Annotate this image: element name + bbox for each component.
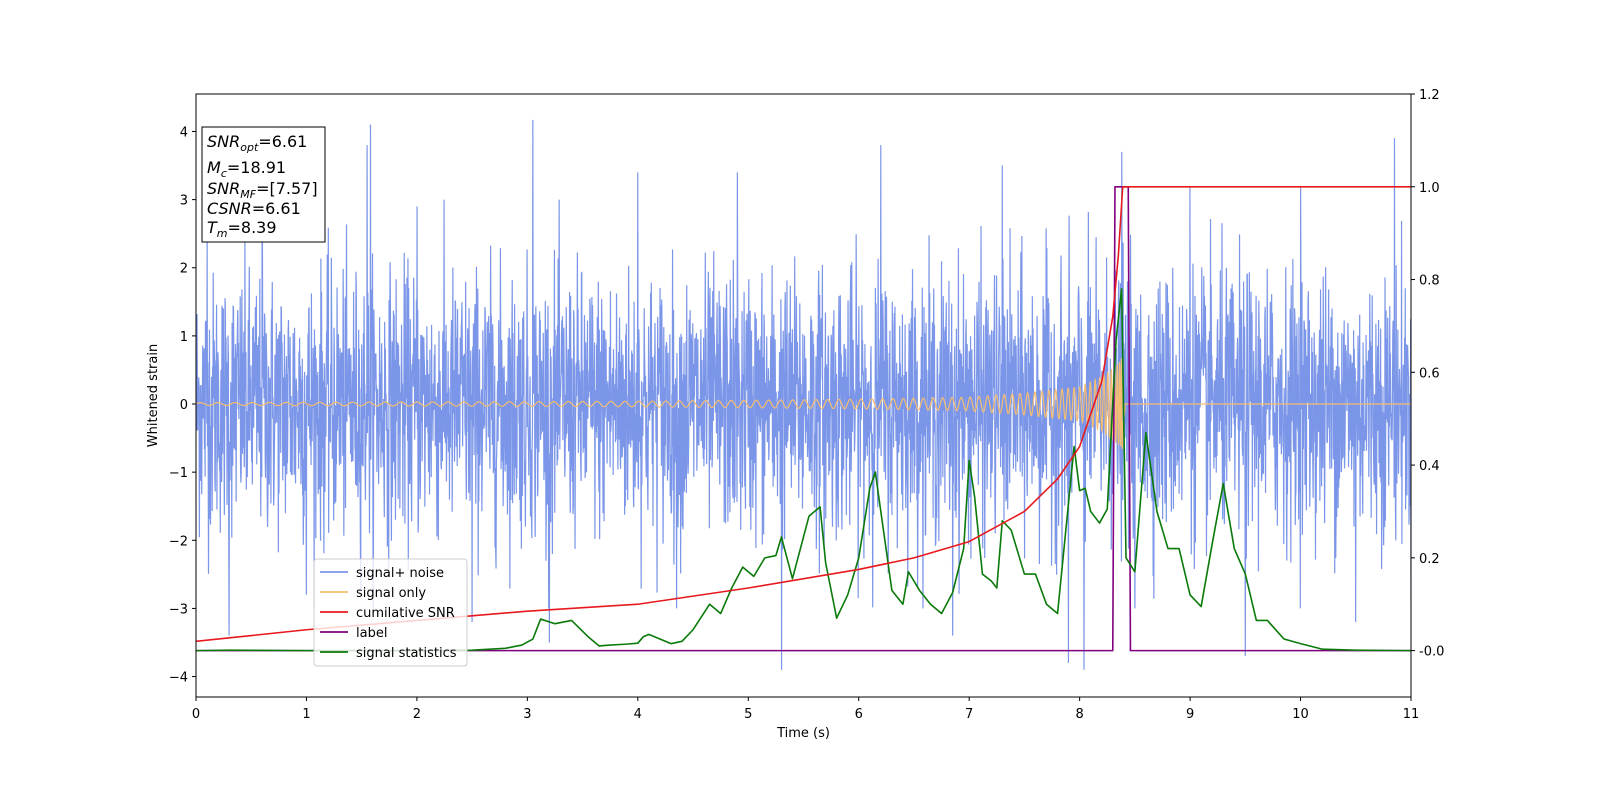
x-tick-label: 2 [413, 707, 421, 722]
y2-tick-label: 0.6 [1419, 366, 1440, 381]
info-line: SNRopt=6.61 [207, 132, 307, 154]
x-tick-label: 9 [1186, 707, 1194, 722]
y-tick-label: −4 [169, 671, 188, 686]
series-label [196, 185, 1411, 652]
info-box: SNRopt=6.61 Mc=18.91SNRMF=[7.57]CSNR=6.61… [201, 126, 326, 243]
x-tick-label: 8 [1075, 707, 1083, 722]
y-axis-label: Whitened strain [146, 344, 161, 447]
y-tick-label: 1 [180, 330, 188, 345]
x-tick-label: 5 [744, 707, 752, 722]
y-tick-label: 3 [180, 194, 188, 209]
info-box-frame [201, 126, 326, 243]
x-tick-label: 10 [1292, 707, 1309, 722]
legend-box [313, 558, 468, 667]
y-tick-label: −2 [169, 534, 188, 549]
series-signal-only [196, 358, 1411, 450]
plot-frame [195, 93, 1412, 698]
y2-tick-label: 1.2 [1419, 88, 1440, 103]
info-line: SNRMF=[7.57] [207, 179, 318, 201]
x-tick-label: 11 [1403, 707, 1420, 722]
series-signal-statistics [196, 288, 1411, 652]
y2-tick-label: 1.0 [1419, 181, 1440, 196]
x-tick-label: 7 [965, 707, 973, 722]
y2-tick-label: 0.2 [1419, 552, 1440, 567]
x-axis-label: Time (s) [776, 726, 830, 741]
legend-label: cumilative SNR [356, 606, 455, 621]
x-tick-label: 4 [634, 707, 642, 722]
legend-label: signal only [356, 586, 426, 601]
y2-tick-label: 0.4 [1419, 459, 1440, 474]
series-signal-noise [196, 119, 1411, 670]
legend: signal+ noise signal only cumilative SNR la… [313, 558, 468, 667]
y2-tick-label: -0.0 [1419, 645, 1444, 660]
x-tick-label: 1 [302, 707, 310, 722]
y-tick-label: 4 [180, 125, 188, 140]
x-tick-label: 3 [523, 707, 531, 722]
axes: 0 1 2 3 4 5 6 7 8 9 10 11 −4 −3 −2 −1 0 1 2 3 4 -0.0 0.2 0.4 0.6… [169, 88, 1445, 722]
legend-label: signal+ noise [356, 566, 444, 581]
y-tick-label: 2 [180, 262, 188, 277]
y2-tick-label: 0.8 [1419, 274, 1440, 289]
y-tick-label: −3 [169, 602, 188, 617]
legend-label: label [356, 626, 387, 641]
legend-label: signal statistics [356, 646, 457, 661]
x-tick-label: 0 [192, 707, 200, 722]
info-line: CSNR=6.61 [207, 199, 301, 218]
plot-area [196, 119, 1411, 670]
info-line: Tm=8.39 [207, 218, 277, 240]
y-tick-label: 0 [180, 398, 188, 413]
x-tick-label: 6 [855, 707, 863, 722]
y-tick-label: −1 [169, 466, 188, 481]
series-cumulative-snr [196, 185, 1411, 643]
info-line: Mc=18.91 [207, 158, 286, 180]
